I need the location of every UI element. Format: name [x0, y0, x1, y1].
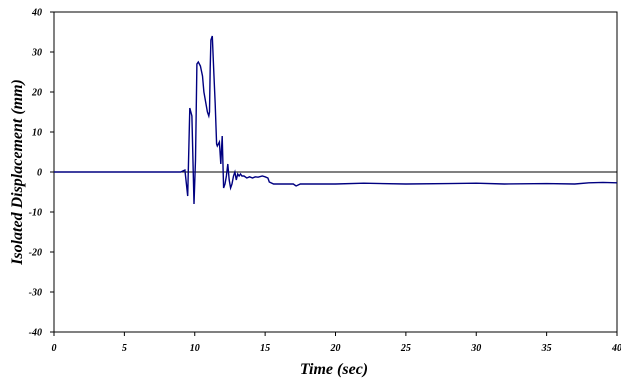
x-axis-ticks: 0 5 10 15 20 25 30 35 40 [52, 332, 621, 354]
x-tick-label: 0 [52, 343, 57, 354]
x-tick-label: 40 [611, 343, 621, 354]
y-tick-label: 40 [31, 8, 42, 19]
y-tick-label: 0 [37, 168, 42, 179]
x-tick-label: 5 [122, 343, 127, 354]
x-tick-label: 30 [470, 343, 481, 354]
y-tick-label: -30 [29, 288, 42, 299]
y-axis-ticks: 40 30 20 10 0 -10 -20 -30 -40 [29, 8, 54, 339]
x-tick-label: 25 [400, 343, 411, 354]
x-axis-title: Time (sec) [300, 361, 368, 378]
y-tick-label: -20 [29, 248, 42, 259]
x-tick-label: 20 [330, 343, 341, 354]
displacement-series-line [54, 35, 618, 205]
y-tick-label: -40 [29, 328, 42, 339]
y-tick-label: -10 [29, 208, 42, 219]
y-axis-title: Isolated Displacement (mm) [9, 79, 26, 266]
y-tick-label: 20 [31, 88, 42, 99]
x-tick-label: 35 [541, 343, 552, 354]
x-tick-label: 10 [190, 343, 200, 354]
y-tick-label: 10 [32, 128, 42, 139]
y-tick-label: 30 [31, 48, 42, 59]
x-tick-label: 15 [260, 343, 270, 354]
